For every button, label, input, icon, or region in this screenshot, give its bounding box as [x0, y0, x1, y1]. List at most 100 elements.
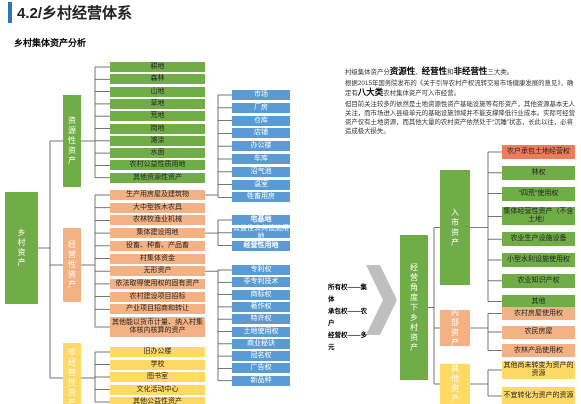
label: 役畜、种畜、产品畜	[126, 241, 189, 249]
label: 车库	[254, 155, 268, 162]
text: 根据2015年国务院发布的《关于引导农村产权流转交易市场健康发展的意见》，确定有	[345, 80, 574, 97]
label: 农业知识产权	[517, 276, 560, 284]
item: 山地	[110, 86, 205, 97]
item: 大中型铁木农具	[110, 202, 205, 213]
root-box: 经营角度下乡村资产	[400, 235, 428, 380]
label: 土地使用权	[243, 327, 279, 335]
sub-item: 新品种	[232, 375, 290, 386]
sub-item: 广告权	[232, 363, 290, 374]
category-box: 其他资产	[440, 364, 470, 404]
item: 文化活动中心	[110, 384, 205, 395]
category-box: 非经营性资产	[63, 343, 81, 404]
label: “四荒”使用权	[518, 189, 559, 197]
sub-item: 仓库	[232, 115, 290, 126]
label: 耕地	[150, 63, 165, 70]
label: 生产用房屋及建筑物	[126, 191, 189, 198]
sub-item: 非专利技术	[232, 277, 290, 288]
text: 非经营性	[453, 66, 488, 76]
label: 店铺	[254, 129, 268, 137]
label: 办公楼	[250, 142, 272, 150]
label: 产业项目招商和转让	[126, 305, 189, 313]
sub-item: 土地使用权	[232, 326, 290, 337]
sub-item: 车库	[232, 154, 290, 164]
label: 文化活动中心	[136, 385, 179, 393]
item: 集体经营性资产（不含土地）	[502, 207, 575, 226]
label: 其他资产	[451, 364, 459, 403]
label: 经营性用地	[243, 241, 279, 249]
right: 承包权——农户	[328, 308, 367, 327]
sub-item: 特许权	[232, 314, 290, 325]
item: 旧办公楼	[110, 347, 205, 357]
item: 农业生产设施设备	[502, 232, 575, 247]
sub-item: 厂房	[232, 102, 290, 113]
label: 农村建设项目招标	[129, 292, 186, 300]
sub-item: 专利权	[232, 265, 290, 275]
label: 入市资产	[451, 207, 459, 247]
label: 著作权	[250, 302, 272, 310]
item: 其他资源性资产	[110, 172, 205, 183]
sub-item: 市场	[232, 90, 290, 100]
text: 和	[447, 69, 454, 76]
label: 农村房屋使用权	[514, 309, 563, 317]
label: 依法取得使用权的固有资产	[115, 279, 200, 287]
item: 岗地	[110, 123, 205, 134]
category-box: 经营性资产	[63, 228, 81, 302]
label: 牲畜用房	[247, 193, 275, 201]
label: 农民房屋	[524, 328, 553, 335]
item: 学校	[110, 359, 205, 370]
sub-item: 公益性公共设施用地	[232, 224, 290, 240]
category-box: 资源性资产	[63, 95, 81, 187]
item: “四荒”使用权	[502, 186, 575, 201]
label: 草地	[150, 99, 165, 107]
label: 特许权	[250, 315, 272, 323]
sub-item: 店铺	[232, 128, 290, 139]
item: 滩涂	[110, 135, 205, 146]
item: 森林	[110, 74, 205, 85]
label: 无形资产	[143, 267, 172, 275]
sub-item: 温室	[232, 179, 290, 190]
item: 生产用房屋及建筑物	[110, 190, 205, 200]
label: 市场	[254, 91, 268, 98]
label: 农村公益性质用地	[129, 161, 186, 169]
text: 农村集体资产可入市经营。	[383, 90, 460, 97]
item: 农林产品使用权	[502, 344, 575, 357]
root-box: 乡村资产	[5, 192, 38, 304]
category-box: 入市资产	[440, 170, 470, 285]
label: 广告权	[250, 364, 272, 372]
label: 厂房	[254, 103, 268, 111]
category-box: 内部资产	[440, 308, 470, 347]
item: 荒地	[110, 111, 205, 122]
item: 林权	[502, 165, 575, 180]
item: 其他	[502, 294, 575, 309]
label: 仓库	[254, 116, 268, 124]
item: 其他公益性资产	[110, 397, 205, 404]
text: 资源性	[389, 66, 416, 76]
item: 依法取得使用权的固有资产	[110, 278, 205, 289]
label: 学校	[150, 360, 165, 368]
label: 冠名权	[250, 352, 272, 360]
item: 无形资产	[110, 266, 205, 277]
item: 产业项目招商和转让	[110, 304, 205, 315]
arrow	[366, 265, 397, 335]
label: 岗地	[150, 124, 165, 132]
label: 专利权	[250, 266, 272, 273]
subtitle: 乡村集体资产分析	[14, 38, 87, 48]
label: 非专利技术	[243, 278, 279, 286]
description: 村级集体资产分资源性、经营性和非经营性三大类。 根据2015年国务院发布的《关于…	[345, 67, 577, 138]
label: 水面	[150, 149, 165, 157]
sub-item: 商业秘诀	[232, 338, 290, 349]
item: 农村公益性质用地	[110, 160, 205, 171]
text: 但目前关注较多的依然是土地资源性资产基础设施等有形资产，其他资源基本无人关注，而…	[345, 101, 576, 135]
sub-item: 宅基地	[232, 215, 290, 225]
sub-item: 商标权	[232, 289, 290, 300]
text: 八大类	[357, 87, 384, 97]
label: 其他尚未转变为资产的资源	[503, 362, 574, 377]
label: 农业生产设施设备	[510, 235, 567, 243]
label: 公益性公共设施用地	[233, 224, 289, 240]
item: 农林牧渔业机械	[110, 215, 205, 226]
text: 村级集体资产分	[345, 69, 390, 76]
label: 滩涂	[150, 136, 165, 144]
right: 经营权——多元	[328, 332, 367, 351]
label: 其他能以货币计量、纳入村集体核内核算的资产	[112, 319, 203, 334]
